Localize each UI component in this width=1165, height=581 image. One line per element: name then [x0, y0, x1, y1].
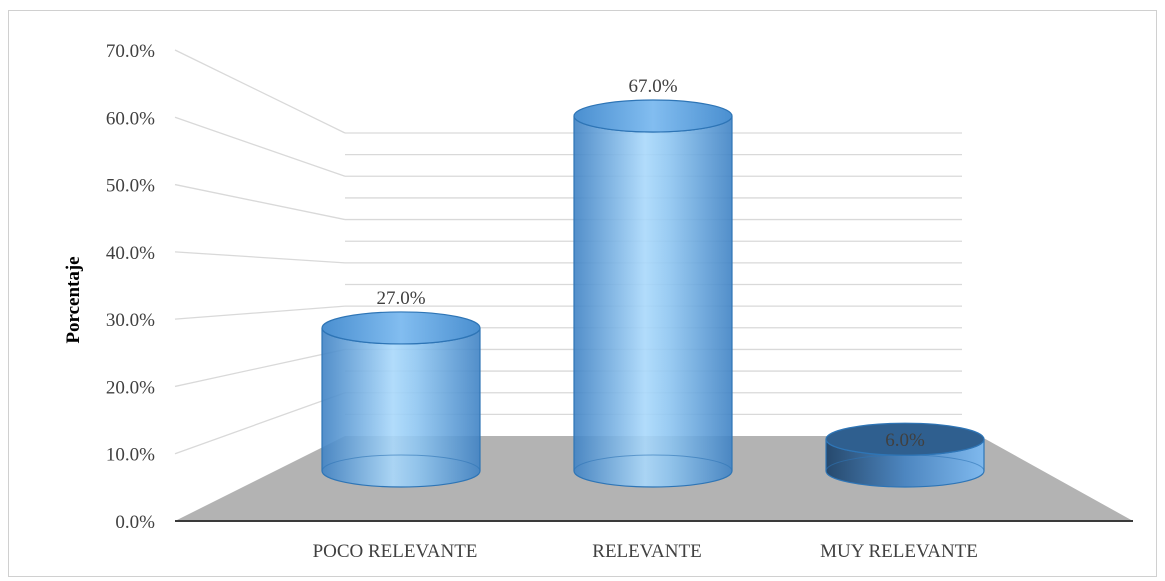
- bar-body: [573, 115, 733, 488]
- bar: [825, 422, 985, 488]
- y-tick-label: 0.0%: [115, 512, 155, 533]
- y-axis-ticks: 0.0% 10.0% 20.0% 30.0% 40.0% 50.0% 60.0% 70.0%: [106, 41, 155, 533]
- gridline-diagonal: [174, 251, 346, 264]
- gridline-diagonal: [174, 305, 346, 320]
- y-tick-label: 60.0%: [106, 108, 155, 129]
- y-tick-label: 10.0%: [106, 445, 155, 466]
- y-tick-label: 70.0%: [106, 41, 155, 62]
- bar: [321, 311, 481, 488]
- data-labels: 27.0% 67.0% 6.0%: [376, 76, 925, 451]
- x-axis-categories: POCO RELEVANTE RELEVANTE MUY RELEVANTE: [313, 541, 978, 562]
- bar-base-rim: [321, 454, 481, 472]
- gridline-diagonal: [174, 116, 346, 177]
- y-axis-label: Porcentaje: [63, 256, 84, 343]
- data-label: 6.0%: [885, 430, 925, 451]
- data-label: 67.0%: [628, 76, 677, 97]
- bar-top: [321, 311, 481, 345]
- gridline-diagonal: [174, 348, 346, 388]
- y-tick-label: 30.0%: [106, 310, 155, 331]
- bar-base-rim: [573, 454, 733, 472]
- bar-top: [573, 99, 733, 133]
- x-category-label: MUY RELEVANTE: [820, 541, 978, 562]
- x-category-label: POCO RELEVANTE: [313, 541, 478, 562]
- data-label: 27.0%: [376, 288, 425, 309]
- gridline-diagonal: [174, 392, 346, 455]
- gridline-diagonal: [174, 49, 346, 134]
- y-tick-label: 20.0%: [106, 377, 155, 398]
- bars: [321, 99, 985, 488]
- bar-top: [825, 422, 985, 456]
- bar-body: [321, 327, 481, 488]
- x-category-label: RELEVANTE: [592, 541, 701, 562]
- y-tick-label: 40.0%: [106, 243, 155, 264]
- bar: [573, 99, 733, 488]
- gridlines: [174, 49, 962, 455]
- gridline-diagonal: [174, 183, 346, 221]
- y-tick-label: 50.0%: [106, 176, 155, 197]
